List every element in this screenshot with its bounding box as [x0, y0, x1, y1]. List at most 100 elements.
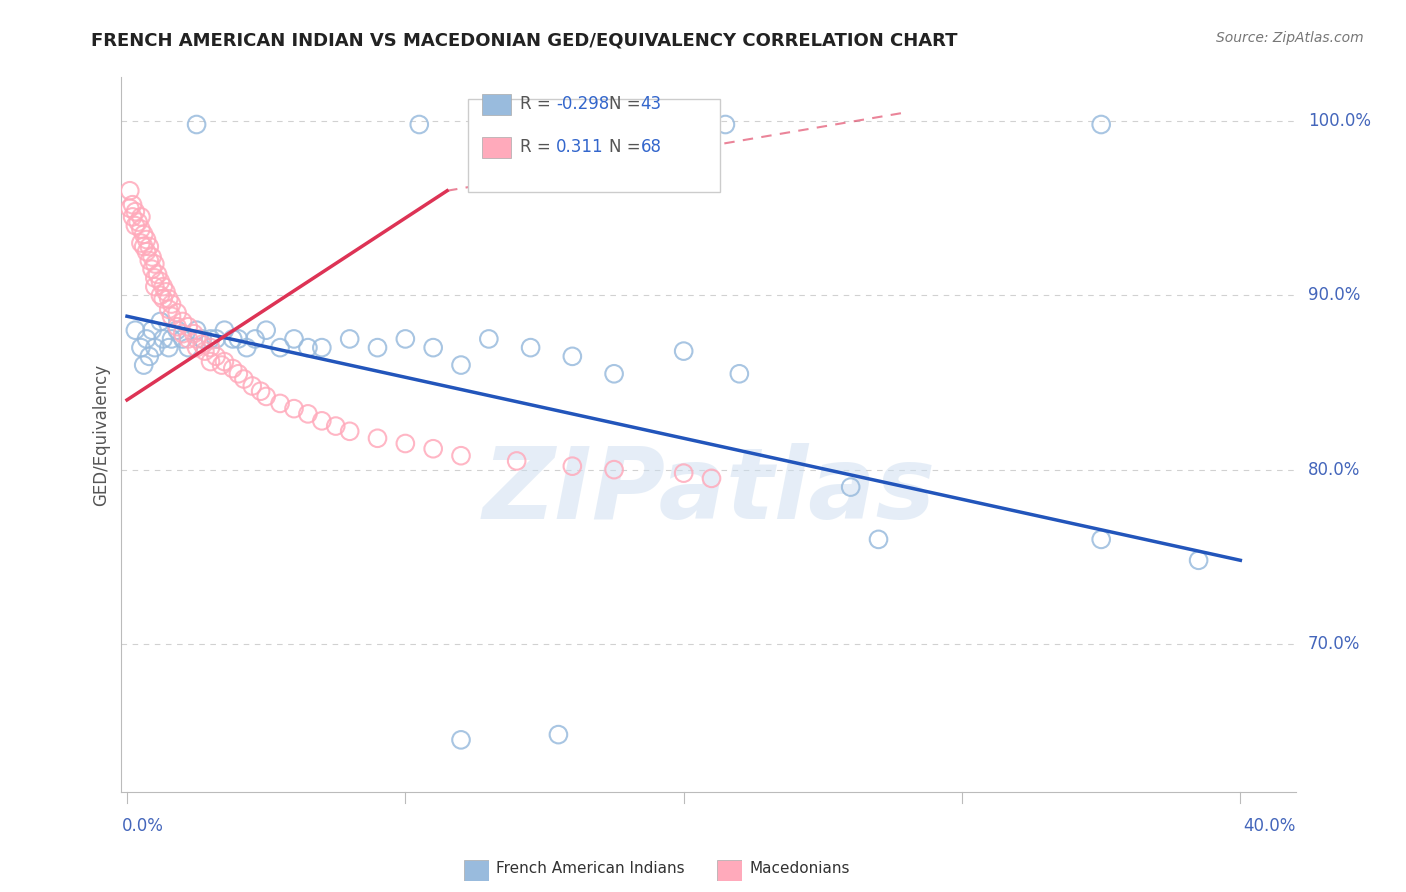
Point	[143, 257, 166, 271]
Point	[160, 310, 183, 324]
Point	[166, 306, 188, 320]
Point	[191, 332, 214, 346]
Point	[186, 341, 208, 355]
Text: -0.298: -0.298	[555, 95, 609, 113]
Point	[157, 302, 180, 317]
Text: N =: N =	[609, 95, 645, 113]
Point	[205, 349, 228, 363]
Point	[129, 222, 152, 236]
Point	[160, 332, 183, 346]
Point	[141, 262, 163, 277]
Point	[839, 480, 862, 494]
Point	[311, 414, 333, 428]
Point	[200, 354, 222, 368]
Point	[129, 341, 152, 355]
Point	[155, 285, 177, 299]
Point	[339, 425, 361, 439]
Point	[450, 449, 472, 463]
Point	[254, 389, 277, 403]
Point	[450, 732, 472, 747]
Point	[283, 401, 305, 416]
Text: 80.0%: 80.0%	[1308, 460, 1360, 479]
Point	[143, 271, 166, 285]
Point	[492, 118, 515, 132]
Point	[132, 358, 155, 372]
Point	[269, 341, 291, 355]
Point	[194, 344, 217, 359]
Point	[700, 471, 723, 485]
Point	[200, 341, 222, 355]
Point	[686, 118, 709, 132]
Point	[214, 323, 236, 337]
Point	[603, 367, 626, 381]
Point	[422, 442, 444, 456]
Point	[135, 233, 157, 247]
Point	[152, 332, 174, 346]
Point	[135, 244, 157, 259]
Point	[135, 332, 157, 346]
Point	[186, 332, 208, 346]
Point	[325, 419, 347, 434]
Point	[254, 323, 277, 337]
Point	[222, 361, 245, 376]
Point	[728, 367, 751, 381]
Point	[366, 341, 388, 355]
Point	[146, 268, 169, 282]
Point	[240, 379, 263, 393]
Point	[152, 292, 174, 306]
Point	[138, 349, 160, 363]
Point	[243, 332, 266, 346]
Text: FRENCH AMERICAN INDIAN VS MACEDONIAN GED/EQUIVALENCY CORRELATION CHART: FRENCH AMERICAN INDIAN VS MACEDONIAN GED…	[91, 31, 957, 49]
Point	[129, 235, 152, 250]
Point	[868, 533, 890, 547]
Point	[132, 227, 155, 242]
Point	[141, 323, 163, 337]
Point	[172, 314, 194, 328]
Point	[222, 332, 245, 346]
Point	[603, 463, 626, 477]
Point	[561, 118, 583, 132]
Point	[118, 184, 141, 198]
Point	[235, 341, 257, 355]
Point	[121, 197, 143, 211]
Point	[519, 341, 541, 355]
Text: 0.0%: 0.0%	[121, 817, 163, 835]
Point	[172, 326, 194, 341]
Point	[138, 253, 160, 268]
Point	[149, 274, 172, 288]
Text: 90.0%: 90.0%	[1308, 286, 1360, 304]
Point	[561, 349, 583, 363]
Point	[228, 332, 250, 346]
Point	[177, 319, 200, 334]
Point	[166, 319, 188, 334]
Point	[561, 459, 583, 474]
Point	[547, 728, 569, 742]
Point	[505, 454, 527, 468]
Point	[166, 323, 188, 337]
Point	[1090, 533, 1112, 547]
Point	[366, 431, 388, 445]
Point	[283, 332, 305, 346]
Point	[118, 201, 141, 215]
FancyBboxPatch shape	[468, 99, 720, 192]
Point	[269, 396, 291, 410]
Point	[157, 341, 180, 355]
Point	[232, 372, 254, 386]
Point	[533, 118, 555, 132]
Point	[394, 332, 416, 346]
Point	[672, 466, 695, 480]
Point	[141, 250, 163, 264]
Point	[450, 358, 472, 372]
Text: French American Indians: French American Indians	[496, 862, 685, 876]
Point	[394, 436, 416, 450]
Text: Source: ZipAtlas.com: Source: ZipAtlas.com	[1216, 31, 1364, 45]
Point	[205, 332, 228, 346]
Text: 43: 43	[641, 95, 662, 113]
Point	[211, 358, 233, 372]
Text: 100.0%: 100.0%	[1308, 112, 1371, 130]
Point	[160, 297, 183, 311]
Text: 70.0%: 70.0%	[1308, 635, 1360, 653]
Point	[422, 341, 444, 355]
Text: 40.0%: 40.0%	[1244, 817, 1296, 835]
Point	[297, 407, 319, 421]
